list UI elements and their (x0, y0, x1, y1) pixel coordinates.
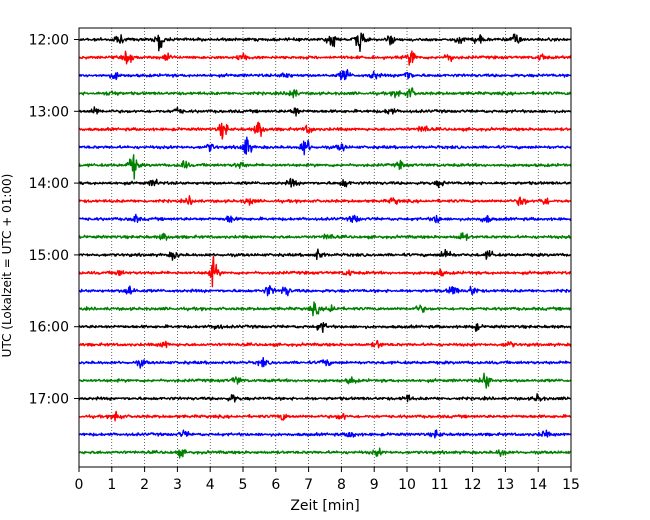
seismogram-trace (78, 50, 572, 66)
x-axis-label: Zeit [min] (290, 498, 359, 514)
y-tick-label: 14:00 (29, 176, 69, 192)
x-tick-label: 15 (562, 477, 580, 493)
seismogram-trace (78, 232, 572, 241)
x-tick-label: 0 (75, 477, 84, 493)
seismogram-trace (78, 285, 572, 297)
y-axis-ticks: 12:00 13:00 14:00 15:00 16:00 17:00 (29, 33, 79, 408)
seismogram-trace (78, 32, 572, 53)
seismogram-traces (78, 32, 572, 459)
y-tick-label: 13:00 (29, 104, 69, 120)
seismogram-trace (78, 195, 572, 207)
seismogram-trace (78, 322, 572, 334)
seismogram-trace (78, 106, 572, 117)
x-tick-label: 10 (398, 477, 416, 493)
x-tick-label: 2 (140, 477, 149, 493)
x-tick-label: 13 (496, 477, 514, 493)
plot-frame (78, 27, 572, 468)
x-tick-label: 5 (239, 477, 248, 493)
seismogram-trace (78, 177, 572, 189)
x-tick-label: 11 (431, 477, 449, 493)
x-tick-label: 4 (206, 477, 215, 493)
seismogram-trace (78, 429, 572, 439)
y-tick-label: 16:00 (29, 320, 69, 336)
x-tick-label: 9 (370, 477, 379, 493)
seismogram-trace (78, 339, 572, 349)
seismogram-trace (78, 154, 572, 180)
seismogram-trace (78, 69, 572, 81)
seismogram-trace (78, 447, 572, 459)
seismogram-trace (78, 357, 572, 369)
seismogram-trace (78, 121, 572, 140)
x-tick-label: 3 (173, 477, 182, 493)
x-tick-label: 7 (304, 477, 313, 493)
x-tick-label: 1 (107, 477, 116, 493)
seismogram-trace (78, 248, 572, 261)
y-tick-label: 12:00 (29, 33, 69, 49)
seismogram-trace (78, 136, 572, 156)
seismogram-trace (78, 213, 572, 224)
seismogram-trace (78, 372, 572, 389)
seismogram-trace (78, 87, 572, 99)
seismogram-trace (78, 255, 572, 288)
seismogram-trace (78, 393, 572, 403)
x-tick-label: 6 (271, 477, 280, 493)
y-axis-label: UTC (Lokalzeit = UTC + 01:00) (0, 174, 14, 358)
y-tick-label: 17:00 (29, 392, 69, 408)
x-tick-label: 8 (337, 477, 346, 493)
seismogram-trace (78, 301, 572, 317)
seismogram-trace (78, 410, 572, 422)
x-tick-label: 12 (464, 477, 482, 493)
x-tick-label: 14 (529, 477, 547, 493)
y-tick-label: 15:00 (29, 248, 69, 264)
x-axis-ticks: 0 1 2 3 4 5 6 7 8 9 10 11 12 13 14 15 (75, 467, 580, 493)
